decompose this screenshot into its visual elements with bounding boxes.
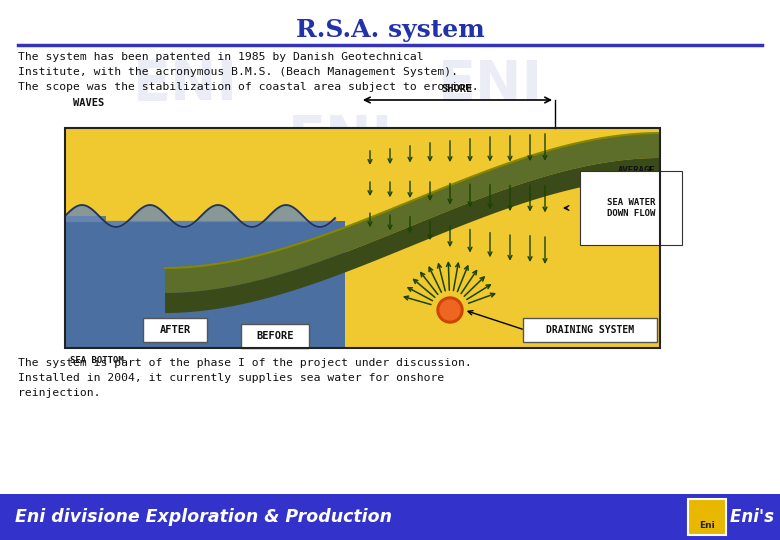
Bar (0, 494, 780, 540)
Text: SEA BOTTOM: SEA BOTTOM (70, 356, 124, 365)
Text: ENI: ENI (438, 58, 543, 112)
Text: AFTER: AFTER (159, 325, 190, 335)
Text: R.S.A. system: R.S.A. system (296, 18, 484, 42)
Polygon shape (165, 133, 660, 293)
Circle shape (437, 297, 463, 323)
Text: The system has been patented in 1985 by Danish Geotechnical
Institute, with the : The system has been patented in 1985 by … (18, 52, 479, 92)
Text: WAVES: WAVES (73, 98, 105, 108)
Polygon shape (65, 128, 660, 348)
Bar (65, 128, 660, 348)
Text: ENI: ENI (438, 163, 543, 217)
Text: The system is part of the phase I of the project under discussion.
Installed in : The system is part of the phase I of the… (18, 358, 472, 399)
Circle shape (440, 300, 460, 320)
Text: ENI: ENI (133, 163, 238, 217)
Text: DRAINING SYSTEM: DRAINING SYSTEM (546, 325, 634, 335)
Polygon shape (65, 221, 345, 348)
Text: Eni divisione Exploration & Production: Eni divisione Exploration & Production (15, 508, 392, 526)
Text: Eni: Eni (699, 521, 715, 530)
Text: SEA WATER
DOWN FLOW: SEA WATER DOWN FLOW (607, 198, 655, 218)
Text: Eni's Way: Eni's Way (730, 508, 780, 526)
FancyBboxPatch shape (143, 318, 207, 342)
Text: BEFORE: BEFORE (257, 331, 294, 341)
Text: ENI: ENI (133, 58, 238, 112)
FancyBboxPatch shape (241, 324, 309, 348)
FancyBboxPatch shape (523, 318, 657, 342)
Polygon shape (65, 216, 106, 348)
Polygon shape (165, 158, 660, 313)
Text: SHORE: SHORE (442, 84, 473, 94)
Bar (688, 499, 726, 535)
Text: AVERAGE
SEA WATER
LEVEL: AVERAGE SEA WATER LEVEL (607, 166, 655, 196)
Text: ENI: ENI (288, 113, 392, 167)
